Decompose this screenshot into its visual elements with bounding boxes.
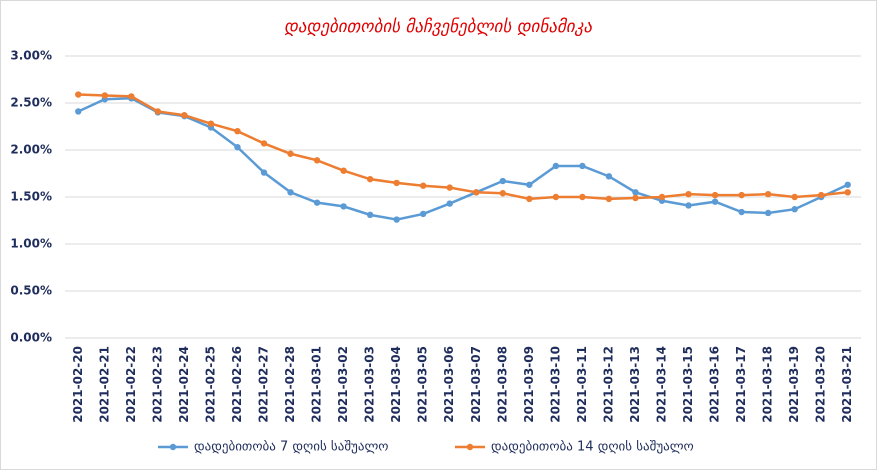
x-tick-label: 2021-03-16 bbox=[708, 346, 722, 423]
data-point bbox=[605, 195, 613, 203]
y-tick-label: 0.50% bbox=[10, 284, 52, 298]
data-point bbox=[579, 162, 586, 170]
x-tick-label: 2021-02-21 bbox=[97, 346, 111, 423]
data-point bbox=[844, 189, 851, 196]
data-point bbox=[287, 150, 294, 157]
data-point bbox=[340, 203, 347, 210]
y-tick-label: 1.00% bbox=[10, 237, 52, 251]
legend-marker bbox=[169, 443, 177, 451]
x-tick-label: 2021-03-05 bbox=[416, 346, 430, 423]
data-point bbox=[260, 140, 268, 147]
data-point bbox=[366, 175, 374, 183]
data-point bbox=[632, 189, 639, 196]
y-tick-label: 2.00% bbox=[10, 143, 52, 157]
x-tick-label: 2021-02-22 bbox=[124, 346, 138, 423]
data-point bbox=[287, 189, 294, 196]
data-point bbox=[101, 92, 109, 99]
x-tick-label: 2021-03-19 bbox=[787, 346, 801, 423]
data-point bbox=[685, 202, 692, 209]
data-point bbox=[791, 206, 798, 213]
data-point bbox=[420, 182, 427, 189]
data-point bbox=[366, 211, 374, 219]
data-point bbox=[685, 190, 692, 198]
x-tick-label: 2021-02-27 bbox=[257, 346, 271, 423]
data-point bbox=[393, 179, 400, 187]
data-point bbox=[526, 181, 533, 188]
data-point bbox=[181, 112, 188, 119]
x-tick-label: 2021-03-04 bbox=[389, 346, 403, 423]
data-point bbox=[764, 209, 772, 217]
data-point bbox=[340, 167, 347, 174]
data-point bbox=[75, 108, 82, 115]
x-tick-label: 2021-03-01 bbox=[310, 346, 324, 423]
series-line bbox=[77, 97, 849, 221]
data-point bbox=[313, 157, 321, 164]
data-point bbox=[711, 198, 719, 205]
series-line bbox=[78, 93, 848, 201]
x-tick-label: 2021-03-17 bbox=[734, 346, 748, 423]
data-point bbox=[844, 181, 851, 188]
x-tick-label: 2021-02-24 bbox=[177, 346, 191, 423]
x-tick-label: 2021-03-07 bbox=[469, 346, 483, 423]
data-point bbox=[526, 195, 533, 203]
data-point bbox=[711, 191, 719, 199]
y-tick-label: 1.50% bbox=[10, 190, 52, 204]
x-tick-label: 2021-03-14 bbox=[655, 346, 669, 423]
data-point bbox=[738, 208, 745, 216]
x-tick-label: 2021-02-23 bbox=[150, 346, 164, 423]
data-point bbox=[552, 193, 560, 201]
legend-marker bbox=[466, 443, 474, 451]
x-tick-label: 2021-03-10 bbox=[548, 346, 562, 423]
data-point bbox=[499, 177, 506, 185]
x-tick-label: 2021-02-28 bbox=[283, 346, 297, 423]
data-point bbox=[420, 210, 427, 218]
x-tick-label: 2021-03-13 bbox=[628, 346, 642, 423]
x-tick-label: 2021-03-03 bbox=[363, 346, 377, 423]
x-tick-label: 2021-03-15 bbox=[681, 346, 695, 423]
data-point bbox=[260, 169, 268, 176]
x-tick-label: 2021-03-02 bbox=[336, 346, 350, 423]
y-tick-label: 3.00% bbox=[10, 49, 52, 63]
data-point bbox=[234, 128, 241, 135]
data-point bbox=[738, 191, 745, 199]
data-point bbox=[128, 93, 135, 100]
data-point bbox=[446, 184, 453, 191]
data-point bbox=[818, 191, 825, 199]
data-point bbox=[552, 162, 560, 170]
x-tick-label: 2021-03-21 bbox=[840, 346, 854, 423]
data-point bbox=[154, 108, 162, 115]
data-point bbox=[632, 194, 639, 202]
data-point bbox=[499, 190, 506, 197]
data-point bbox=[791, 193, 798, 201]
data-point bbox=[658, 193, 666, 201]
data-point bbox=[605, 173, 613, 180]
data-point bbox=[579, 193, 586, 201]
x-tick-label: 2021-02-25 bbox=[203, 346, 217, 423]
legend-label: დადებითობა 14 დღის საშუალო bbox=[491, 440, 694, 455]
data-point bbox=[446, 200, 453, 207]
x-tick-label: 2021-03-18 bbox=[761, 346, 775, 423]
data-point bbox=[313, 199, 321, 206]
x-tick-label: 2021-03-11 bbox=[575, 346, 589, 423]
data-point bbox=[234, 143, 241, 151]
x-tick-label: 2021-03-06 bbox=[442, 346, 456, 423]
y-tick-label: 0.00% bbox=[10, 331, 52, 345]
data-point bbox=[764, 190, 772, 198]
x-tick-label: 2021-02-26 bbox=[230, 346, 244, 423]
chart-title: დადებითობის მაჩვენებლის დინამიკა bbox=[284, 17, 592, 37]
legend-label: დადებითობა 7 დღის საშუალო bbox=[194, 440, 389, 455]
data-point bbox=[75, 91, 82, 98]
x-tick-label: 2021-03-09 bbox=[522, 346, 536, 423]
x-tick-label: 2021-03-12 bbox=[601, 346, 615, 423]
x-tick-label: 2021-03-20 bbox=[814, 346, 828, 423]
data-point bbox=[207, 120, 215, 127]
data-point bbox=[393, 216, 400, 223]
x-tick-label: 2021-03-08 bbox=[495, 346, 509, 423]
x-tick-label: 2021-02-20 bbox=[71, 346, 85, 423]
y-tick-label: 2.50% bbox=[10, 96, 52, 110]
data-point bbox=[473, 189, 480, 196]
